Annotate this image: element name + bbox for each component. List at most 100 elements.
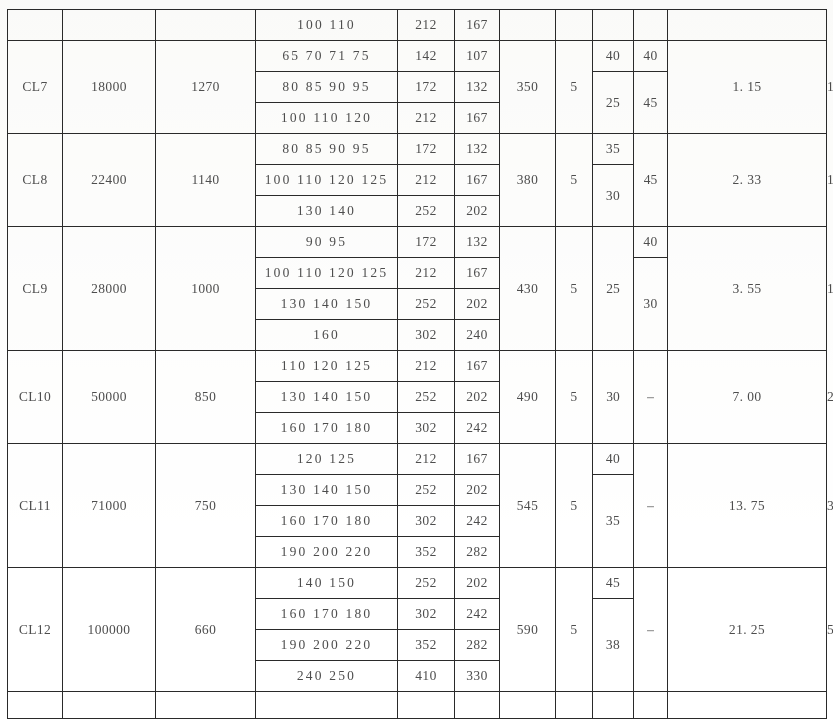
length-l1-cell: 252 — [397, 381, 455, 413]
col8-cell-bottom: 30 — [605, 187, 621, 203]
model-cell: CL9 — [7, 226, 63, 351]
length-l2-cell: 132 — [454, 71, 500, 103]
dim-s-cell: 5 — [555, 133, 593, 227]
bore-size-cell: 120 125 — [255, 443, 398, 475]
table-row: CL11 71000 750 120 125 212 167 545 5 40 35–13. 75… — [7, 443, 833, 568]
inertia-cell: 21. 25 — [667, 567, 827, 692]
bore-size-cell: 190 200 220 — [255, 629, 398, 661]
table-cell-partial — [454, 691, 500, 719]
table-row: 100 110 120 212 167 — [8, 102, 827, 134]
length-l1-cell: 302 — [397, 505, 455, 537]
length-l1-cell: 252 — [397, 567, 455, 599]
dim-d-cell-empty — [499, 9, 556, 41]
table-cell-partial — [555, 691, 593, 719]
dim-s-cell: 5 — [555, 350, 593, 444]
length-l2-cell: 282 — [454, 629, 500, 661]
col8-cell: 40 25 — [592, 40, 634, 134]
table-cell-partial — [633, 691, 668, 719]
length-l2-cell: 202 — [454, 567, 500, 599]
length-l1-cell: 302 — [397, 598, 455, 630]
length-l1-cell: 352 — [397, 536, 455, 568]
speed-cell: 850 — [155, 350, 256, 444]
length-l1-cell: 142 — [397, 40, 455, 72]
length-l1-cell: 302 — [397, 412, 455, 444]
speed-cell: 1270 — [155, 40, 256, 134]
dim-s-cell: 5 — [555, 443, 593, 568]
col8-cell-top: 45 — [593, 568, 633, 600]
torque-cell: 22400 — [62, 133, 156, 227]
model-cell: CL12 — [7, 567, 63, 692]
table-row: 160 170 180 302 242 — [8, 412, 827, 444]
col8-cell-top: 40 — [593, 41, 633, 73]
bore-size-cell: 110 120 125 — [255, 350, 398, 382]
table-row: 100 110 120 125 212 167 — [8, 257, 827, 289]
bore-size-cell: 240 250 — [255, 660, 398, 692]
table-cell-partial — [667, 691, 827, 719]
dim-s-cell: 5 — [555, 40, 593, 134]
table-row: CL8 22400 1140 80 85 90 95 172 132 380 5 35 30 45 2… — [7, 133, 833, 227]
table-row: CL12 100000 660 140 150 252 202 590 5 45 38–21. 2… — [7, 567, 833, 692]
col8-cell-bottom: 38 — [605, 637, 621, 653]
col8-cell: 35 30 — [592, 133, 634, 227]
length-l2-cell: 202 — [454, 288, 500, 320]
length-l2-cell: 242 — [454, 505, 500, 537]
table-row-partial-bottom — [7, 691, 827, 719]
col8-cell-top: 40 — [593, 444, 633, 476]
bore-size-cell: 100 110 — [255, 9, 398, 41]
length-l2-cell: 282 — [454, 536, 500, 568]
length-l1-cell: 410 — [397, 660, 455, 692]
table-row-partial-top: 100 110 212 167 — [7, 9, 827, 41]
model-cell: CL8 — [7, 133, 63, 227]
col9-cell-bottom: 30 — [643, 296, 658, 312]
col8-cell: 30 — [592, 350, 634, 444]
torque-cell-empty — [62, 9, 156, 41]
length-l2-cell: 330 — [454, 660, 500, 692]
length-l2-cell: 107 — [454, 40, 500, 72]
length-l2-cell: 167 — [454, 9, 500, 41]
col8-cell: 25 — [592, 226, 634, 351]
dim-d-cell: 350 — [499, 40, 556, 134]
speed-cell-empty — [155, 9, 256, 41]
length-l1-cell: 212 — [397, 164, 455, 196]
col9-cell: 40 45 — [633, 40, 668, 134]
dim-d-cell: 490 — [499, 350, 556, 444]
bore-size-cell: 140 150 — [255, 567, 398, 599]
speed-cell: 1140 — [155, 133, 256, 227]
torque-cell: 28000 — [62, 226, 156, 351]
torque-cell: 100000 — [62, 567, 156, 692]
table-cell-partial — [155, 691, 256, 719]
col9-cell: – — [633, 350, 668, 444]
col8-cell: 40 35 — [592, 443, 634, 568]
bore-size-cell: 160 170 180 — [255, 598, 398, 630]
bore-size-cell: 190 200 220 — [255, 536, 398, 568]
table-row: 130 140 150 252 202 — [8, 381, 827, 413]
length-l1-cell: 212 — [397, 257, 455, 289]
table-row: 130 140 252 202 — [8, 195, 827, 227]
col8-cell: 45 38 — [592, 567, 634, 692]
table-cell-partial — [592, 691, 634, 719]
col9-cell: 45 — [633, 133, 668, 227]
col8-cell-bottom: 35 — [605, 513, 621, 529]
col9-cell-empty — [633, 9, 668, 41]
table-row: 100 110 120 125 212 167 — [8, 164, 827, 196]
length-l1-cell: 212 — [397, 443, 455, 475]
dim-d-cell: 545 — [499, 443, 556, 568]
dim-s-cell: 5 — [555, 226, 593, 351]
length-l1-cell: 352 — [397, 629, 455, 661]
bore-size-cell: 65 70 71 75 — [255, 40, 398, 72]
col9-cell: – — [633, 567, 668, 692]
table-row: CL7 18000 1270 65 70 71 75 142 107 350 5 40 25 40 4… — [7, 40, 833, 134]
inertia-cell: 13. 75 — [667, 443, 827, 568]
table-row: 80 85 90 95 172 132 — [8, 71, 827, 103]
model-cell-empty — [7, 9, 63, 41]
table-cell-partial — [499, 691, 556, 719]
inertia-cell-empty — [667, 9, 827, 41]
length-l2-cell: 202 — [454, 474, 500, 506]
bore-size-cell: 90 95 — [255, 226, 398, 258]
col9-cell-top: 40 — [634, 227, 667, 259]
length-l2-cell: 240 — [454, 319, 500, 351]
length-l2-cell: 167 — [454, 350, 500, 382]
table-cell-partial — [62, 691, 156, 719]
